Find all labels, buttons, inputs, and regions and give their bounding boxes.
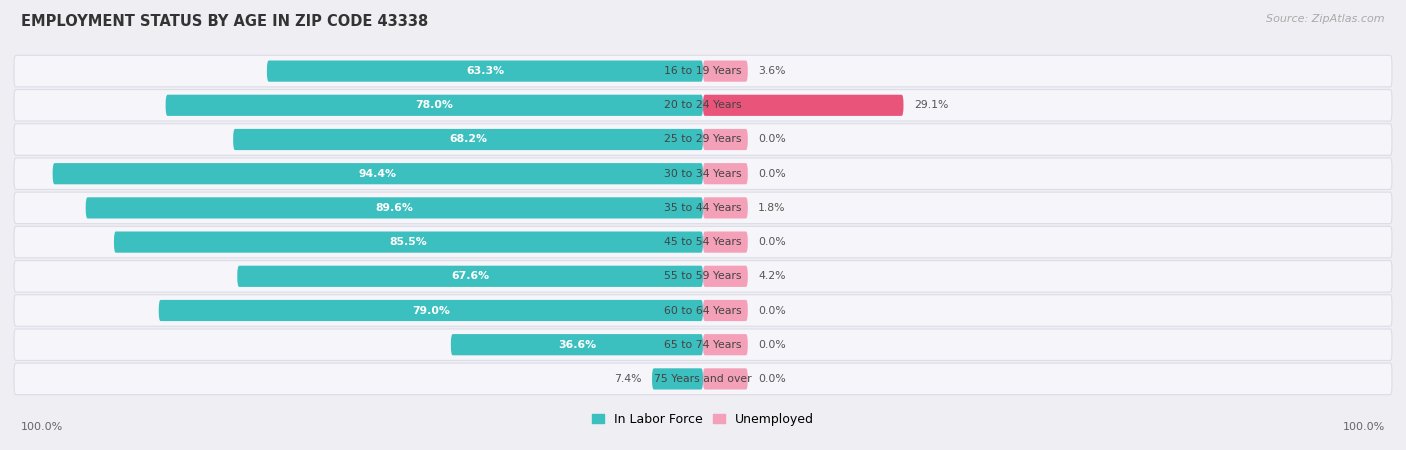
FancyBboxPatch shape: [14, 90, 1392, 121]
Text: 45 to 54 Years: 45 to 54 Years: [664, 237, 742, 247]
FancyBboxPatch shape: [159, 300, 703, 321]
Text: 75 Years and over: 75 Years and over: [654, 374, 752, 384]
Text: 0.0%: 0.0%: [758, 169, 786, 179]
FancyBboxPatch shape: [703, 300, 748, 321]
FancyBboxPatch shape: [703, 60, 748, 82]
FancyBboxPatch shape: [703, 163, 748, 184]
FancyBboxPatch shape: [14, 124, 1392, 155]
Text: 0.0%: 0.0%: [758, 135, 786, 144]
FancyBboxPatch shape: [52, 163, 703, 184]
Text: 29.1%: 29.1%: [914, 100, 948, 110]
Legend: In Labor Force, Unemployed: In Labor Force, Unemployed: [586, 408, 820, 431]
Text: 94.4%: 94.4%: [359, 169, 396, 179]
FancyBboxPatch shape: [267, 60, 703, 82]
FancyBboxPatch shape: [703, 197, 748, 219]
FancyBboxPatch shape: [451, 334, 703, 356]
Text: 25 to 29 Years: 25 to 29 Years: [664, 135, 742, 144]
FancyBboxPatch shape: [233, 129, 703, 150]
Text: 65 to 74 Years: 65 to 74 Years: [664, 340, 742, 350]
FancyBboxPatch shape: [703, 231, 748, 253]
FancyBboxPatch shape: [14, 261, 1392, 292]
FancyBboxPatch shape: [14, 158, 1392, 189]
Text: 16 to 19 Years: 16 to 19 Years: [664, 66, 742, 76]
FancyBboxPatch shape: [238, 266, 703, 287]
FancyBboxPatch shape: [703, 368, 748, 390]
Text: EMPLOYMENT STATUS BY AGE IN ZIP CODE 43338: EMPLOYMENT STATUS BY AGE IN ZIP CODE 433…: [21, 14, 429, 28]
FancyBboxPatch shape: [14, 226, 1392, 258]
FancyBboxPatch shape: [703, 334, 748, 356]
Text: 100.0%: 100.0%: [21, 422, 63, 432]
Text: 85.5%: 85.5%: [389, 237, 427, 247]
Text: 1.8%: 1.8%: [758, 203, 786, 213]
FancyBboxPatch shape: [14, 55, 1392, 87]
Text: 0.0%: 0.0%: [758, 340, 786, 350]
Text: 36.6%: 36.6%: [558, 340, 596, 350]
Text: 68.2%: 68.2%: [449, 135, 486, 144]
FancyBboxPatch shape: [166, 94, 703, 116]
Text: 89.6%: 89.6%: [375, 203, 413, 213]
Text: 0.0%: 0.0%: [758, 374, 786, 384]
Text: 63.3%: 63.3%: [465, 66, 503, 76]
FancyBboxPatch shape: [703, 129, 748, 150]
FancyBboxPatch shape: [86, 197, 703, 219]
Text: 0.0%: 0.0%: [758, 306, 786, 315]
Text: 79.0%: 79.0%: [412, 306, 450, 315]
FancyBboxPatch shape: [703, 266, 748, 287]
Text: 100.0%: 100.0%: [1343, 422, 1385, 432]
FancyBboxPatch shape: [703, 94, 904, 116]
FancyBboxPatch shape: [14, 363, 1392, 395]
Text: 30 to 34 Years: 30 to 34 Years: [664, 169, 742, 179]
Text: 0.0%: 0.0%: [758, 237, 786, 247]
FancyBboxPatch shape: [14, 192, 1392, 224]
FancyBboxPatch shape: [14, 329, 1392, 360]
Text: 35 to 44 Years: 35 to 44 Years: [664, 203, 742, 213]
Text: 78.0%: 78.0%: [415, 100, 453, 110]
Text: 7.4%: 7.4%: [614, 374, 641, 384]
Text: 3.6%: 3.6%: [758, 66, 786, 76]
Text: 4.2%: 4.2%: [758, 271, 786, 281]
FancyBboxPatch shape: [114, 231, 703, 253]
Text: 20 to 24 Years: 20 to 24 Years: [664, 100, 742, 110]
FancyBboxPatch shape: [652, 368, 703, 390]
Text: Source: ZipAtlas.com: Source: ZipAtlas.com: [1267, 14, 1385, 23]
Text: 67.6%: 67.6%: [451, 271, 489, 281]
Text: 60 to 64 Years: 60 to 64 Years: [664, 306, 742, 315]
Text: 55 to 59 Years: 55 to 59 Years: [664, 271, 742, 281]
FancyBboxPatch shape: [14, 295, 1392, 326]
